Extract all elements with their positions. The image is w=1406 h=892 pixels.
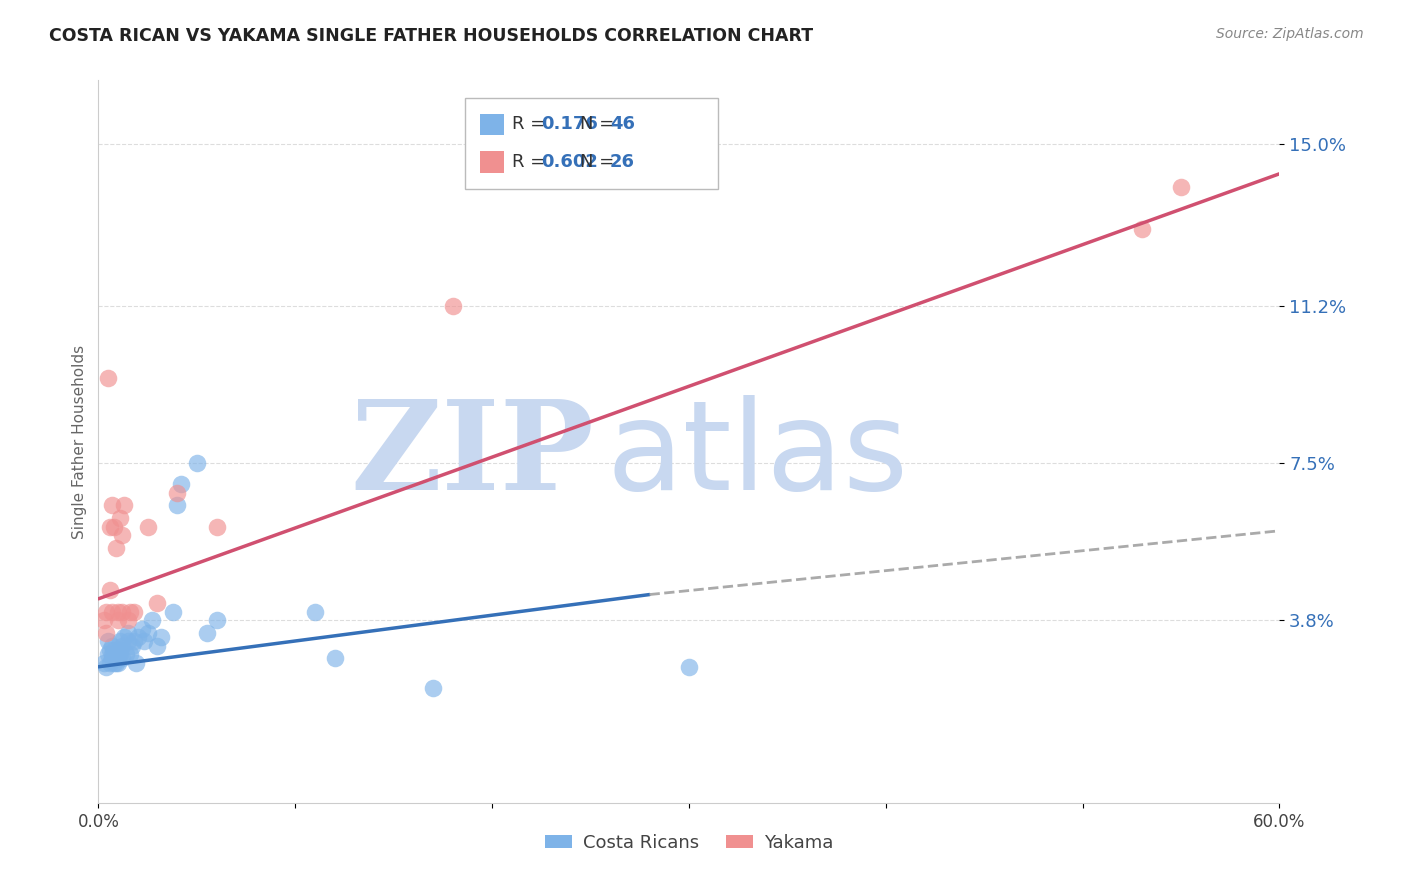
FancyBboxPatch shape <box>479 113 503 136</box>
Point <box>127 630 149 644</box>
Text: N =: N = <box>581 153 614 171</box>
Point <box>101 647 124 661</box>
Point <box>136 519 159 533</box>
Point <box>115 647 138 661</box>
Point <box>323 651 346 665</box>
Point <box>111 651 134 665</box>
Text: 0.602: 0.602 <box>541 153 598 171</box>
Point <box>122 634 145 648</box>
Point <box>166 485 188 500</box>
Point <box>96 660 118 674</box>
Point <box>1170 179 1192 194</box>
Point <box>112 630 135 644</box>
Point <box>111 528 134 542</box>
Point <box>117 634 139 648</box>
Point <box>205 613 228 627</box>
Point <box>108 642 131 657</box>
Point <box>186 456 208 470</box>
Point <box>97 647 120 661</box>
Point <box>93 613 115 627</box>
Point <box>121 639 143 653</box>
Point <box>103 656 125 670</box>
Point <box>107 656 129 670</box>
Point <box>108 511 131 525</box>
Point <box>170 477 193 491</box>
Legend: Costa Ricans, Yakama: Costa Ricans, Yakama <box>537 826 841 859</box>
Point <box>107 613 129 627</box>
Point <box>150 630 173 644</box>
Point <box>97 634 120 648</box>
Point <box>1130 222 1153 236</box>
Point <box>103 642 125 657</box>
Point <box>146 596 169 610</box>
Point <box>101 639 124 653</box>
FancyBboxPatch shape <box>479 151 503 173</box>
Point <box>117 613 139 627</box>
Point <box>107 647 129 661</box>
Point <box>96 625 118 640</box>
Point <box>678 660 700 674</box>
Point <box>112 498 135 512</box>
Point <box>107 605 129 619</box>
Point <box>98 656 121 670</box>
Text: R =: R = <box>512 153 546 171</box>
Point <box>96 605 118 619</box>
Point <box>422 681 444 695</box>
Text: 0.176: 0.176 <box>541 115 598 133</box>
Point <box>98 583 121 598</box>
Text: R =: R = <box>512 115 546 133</box>
FancyBboxPatch shape <box>464 98 718 189</box>
Text: 46: 46 <box>610 115 636 133</box>
Point <box>101 498 124 512</box>
Y-axis label: Single Father Households: Single Father Households <box>72 344 87 539</box>
Text: atlas: atlas <box>606 395 908 516</box>
Point <box>441 299 464 313</box>
Point <box>107 651 129 665</box>
Point <box>131 622 153 636</box>
Point <box>105 656 128 670</box>
Point <box>108 634 131 648</box>
Point <box>195 625 218 640</box>
Point <box>105 647 128 661</box>
Point <box>105 541 128 555</box>
Text: N =: N = <box>581 115 614 133</box>
Point <box>93 656 115 670</box>
Point <box>111 639 134 653</box>
Text: 26: 26 <box>610 153 636 171</box>
Point <box>146 639 169 653</box>
Point <box>108 647 131 661</box>
Point <box>101 651 124 665</box>
Point <box>136 625 159 640</box>
Point <box>304 605 326 619</box>
Point <box>97 371 120 385</box>
Point <box>118 647 141 661</box>
Point <box>205 519 228 533</box>
Point <box>166 498 188 512</box>
Text: Source: ZipAtlas.com: Source: ZipAtlas.com <box>1216 27 1364 41</box>
Point <box>98 519 121 533</box>
Text: ZIP: ZIP <box>350 395 595 516</box>
Point <box>103 519 125 533</box>
Point <box>101 605 124 619</box>
Point <box>98 642 121 657</box>
Point <box>117 625 139 640</box>
Point <box>111 605 134 619</box>
Point <box>132 634 155 648</box>
Point <box>122 605 145 619</box>
Point <box>162 605 184 619</box>
Point <box>125 656 148 670</box>
Point <box>118 605 141 619</box>
Point <box>141 613 163 627</box>
Text: COSTA RICAN VS YAKAMA SINGLE FATHER HOUSEHOLDS CORRELATION CHART: COSTA RICAN VS YAKAMA SINGLE FATHER HOUS… <box>49 27 813 45</box>
